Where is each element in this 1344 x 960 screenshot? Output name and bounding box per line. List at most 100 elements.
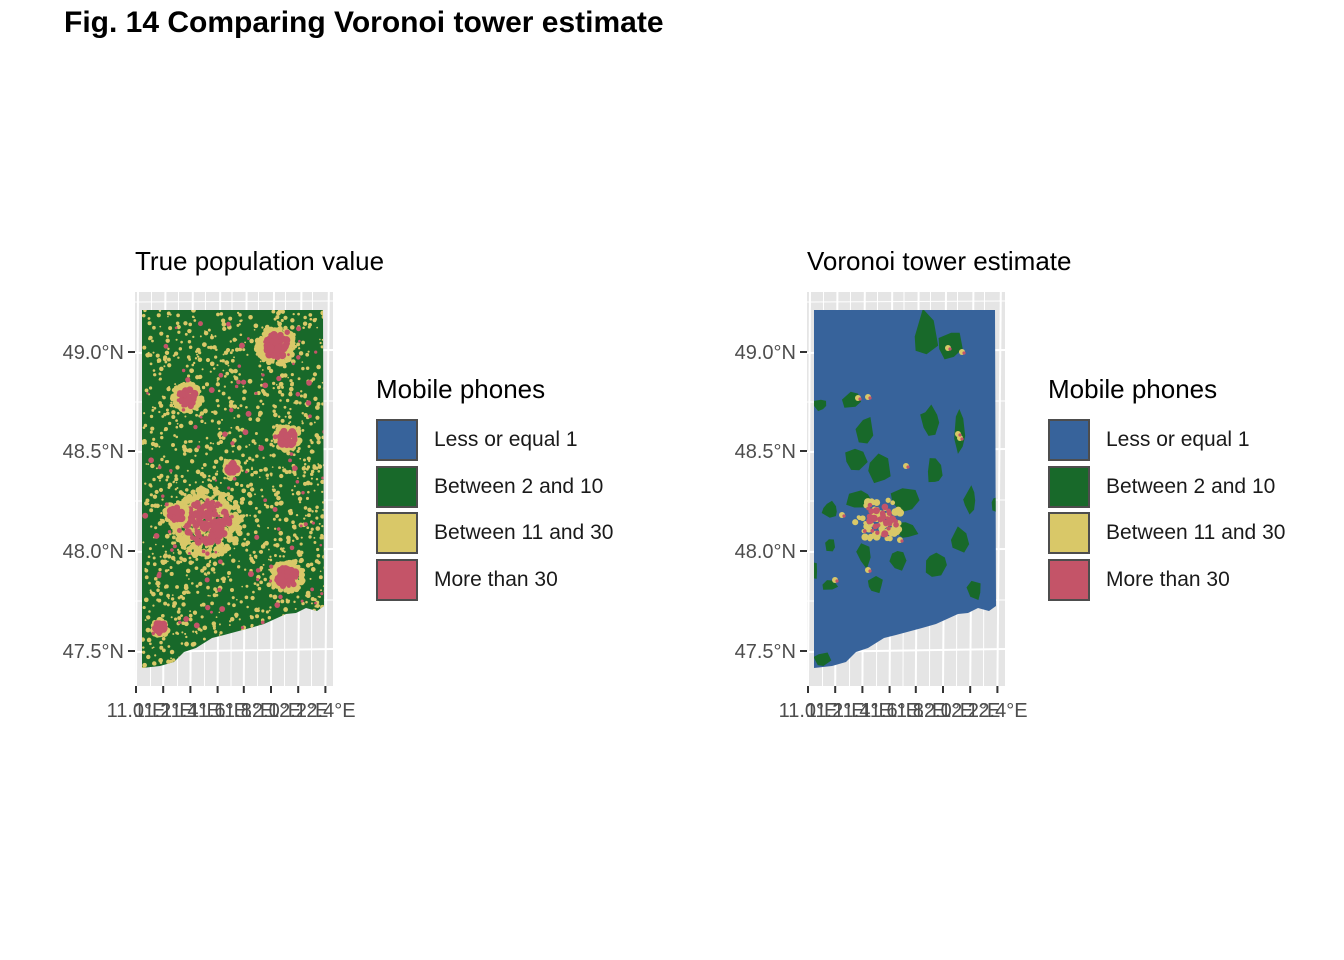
cell-between-11-and-30 bbox=[301, 340, 305, 345]
cell-between-11-and-30 bbox=[236, 565, 241, 569]
cell-more-than-30 bbox=[960, 437, 964, 441]
cell-between-11-and-30 bbox=[178, 490, 183, 495]
cell-between-11-and-30 bbox=[184, 632, 187, 635]
cell-between-11-and-30 bbox=[164, 584, 169, 589]
cell-between-11-and-30 bbox=[250, 595, 255, 601]
cell-between-11-and-30 bbox=[295, 490, 301, 496]
cell-between-11-and-30 bbox=[222, 326, 227, 332]
cell-between-11-and-30 bbox=[181, 444, 187, 450]
legend-item-between-2-and-10: Between 2 and 10 bbox=[1048, 464, 1285, 511]
cell-between-11-and-30 bbox=[149, 642, 152, 646]
cell-between-11-and-30 bbox=[201, 385, 206, 390]
cell-between-11-and-30 bbox=[178, 347, 183, 351]
cell-between-11-and-30 bbox=[267, 616, 272, 620]
cell-between-11-and-30 bbox=[172, 528, 177, 533]
cell-between-11-and-30 bbox=[233, 417, 236, 419]
cell-between-11-and-30 bbox=[185, 635, 188, 639]
cell-between-11-and-30 bbox=[198, 441, 201, 443]
cell-between-11-and-30 bbox=[296, 595, 300, 599]
cell-between-11-and-30 bbox=[172, 354, 176, 357]
cell-between-11-and-30 bbox=[291, 492, 295, 496]
cell-between-11-and-30 bbox=[320, 479, 324, 485]
cell-between-11-and-30 bbox=[218, 634, 221, 636]
cell-between-11-and-30 bbox=[171, 604, 176, 608]
cell-more-than-30 bbox=[288, 432, 294, 438]
cell-more-than-30 bbox=[279, 440, 284, 444]
cell-between-11-and-30 bbox=[238, 373, 241, 376]
cell-between-11-and-30 bbox=[187, 340, 192, 344]
cell-between-11-and-30 bbox=[306, 526, 310, 530]
cell-between-11-and-30 bbox=[154, 526, 158, 530]
cell-between-11-and-30 bbox=[170, 616, 173, 619]
cell-between-11-and-30 bbox=[236, 324, 240, 327]
cell-between-11-and-30 bbox=[319, 341, 322, 345]
cell-between-11-and-30 bbox=[309, 317, 313, 321]
cell-between-11-and-30 bbox=[170, 597, 175, 601]
cell-between-11-and-30 bbox=[269, 567, 276, 574]
cell-between-11-and-30 bbox=[309, 439, 313, 442]
cell-between-11-and-30 bbox=[201, 368, 204, 371]
cell-between-11-and-30 bbox=[155, 503, 160, 509]
cell-between-11-and-30 bbox=[273, 538, 277, 542]
cell-between-11-and-30 bbox=[286, 538, 291, 542]
cell-between-11-and-30 bbox=[269, 472, 273, 476]
cell-between-11-and-30 bbox=[176, 487, 179, 490]
cell-between-11-and-30 bbox=[149, 414, 154, 419]
cell-between-11-and-30 bbox=[278, 466, 282, 470]
cell-between-11-and-30 bbox=[175, 321, 180, 326]
cell-between-11-and-30 bbox=[298, 553, 301, 556]
cell-between-11-and-30 bbox=[192, 641, 197, 646]
cell-between-11-and-30 bbox=[244, 341, 247, 344]
cell-more-than-30 bbox=[875, 530, 880, 535]
cell-between-11-and-30 bbox=[144, 567, 147, 570]
cell-between-11-and-30 bbox=[194, 566, 199, 571]
cell-between-11-and-30 bbox=[188, 560, 194, 565]
cell-between-11-and-30 bbox=[305, 366, 310, 371]
cell-between-11-and-30 bbox=[305, 352, 310, 357]
cell-between-11-and-30 bbox=[312, 465, 317, 470]
cell-between-11-and-30 bbox=[233, 356, 235, 359]
cell-between-11-and-30 bbox=[199, 335, 202, 338]
legend-key bbox=[1048, 465, 1090, 508]
cell-between-11-and-30 bbox=[160, 504, 163, 507]
cell-between-11-and-30 bbox=[233, 503, 238, 508]
cell-between-11-and-30 bbox=[282, 547, 285, 550]
cell-between-11-and-30 bbox=[256, 405, 260, 410]
cell-between-11-and-30 bbox=[200, 499, 203, 503]
cell-between-11-and-30 bbox=[245, 514, 249, 517]
cell-between-11-and-30 bbox=[254, 607, 259, 613]
cell-between-11-and-30 bbox=[271, 488, 274, 491]
cell-between-11-and-30 bbox=[174, 383, 177, 386]
cell-between-11-and-30 bbox=[159, 403, 164, 408]
cell-between-11-and-30 bbox=[143, 423, 148, 428]
cell-more-than-30 bbox=[220, 510, 225, 515]
cell-between-11-and-30 bbox=[299, 550, 304, 555]
cell-between-11-and-30 bbox=[155, 581, 161, 586]
cell-between-11-and-30 bbox=[227, 570, 232, 575]
cell-between-11-and-30 bbox=[315, 477, 319, 481]
cell-between-11-and-30 bbox=[179, 384, 185, 390]
cell-between-11-and-30 bbox=[268, 368, 274, 374]
cell-between-11-and-30 bbox=[234, 481, 239, 486]
cell-between-11-and-30 bbox=[275, 383, 278, 386]
cell-between-11-and-30 bbox=[224, 449, 229, 454]
cell-between-11-and-30 bbox=[181, 596, 186, 601]
cell-between-11-and-30 bbox=[213, 546, 220, 553]
cell-between-11-and-30 bbox=[175, 425, 179, 429]
cell-between-11-and-30 bbox=[193, 316, 195, 319]
cell-between-11-and-30 bbox=[183, 496, 189, 502]
cell-between-11-and-30 bbox=[301, 412, 304, 415]
cell-more-than-30 bbox=[221, 517, 225, 521]
cell-between-11-and-30 bbox=[301, 466, 307, 471]
cell-between-11-and-30 bbox=[273, 543, 277, 547]
cell-between-11-and-30 bbox=[194, 447, 199, 453]
cell-between-11-and-30 bbox=[176, 313, 180, 318]
cell-between-11-and-30 bbox=[290, 325, 295, 330]
cell-between-11-and-30 bbox=[852, 519, 859, 526]
cell-between-11-and-30 bbox=[288, 415, 292, 419]
cell-between-11-and-30 bbox=[269, 555, 272, 558]
legend-label: More than 30 bbox=[1106, 567, 1230, 591]
cell-between-11-and-30 bbox=[219, 481, 222, 484]
cell-between-11-and-30 bbox=[281, 549, 285, 553]
cell-between-11-and-30 bbox=[208, 446, 213, 451]
